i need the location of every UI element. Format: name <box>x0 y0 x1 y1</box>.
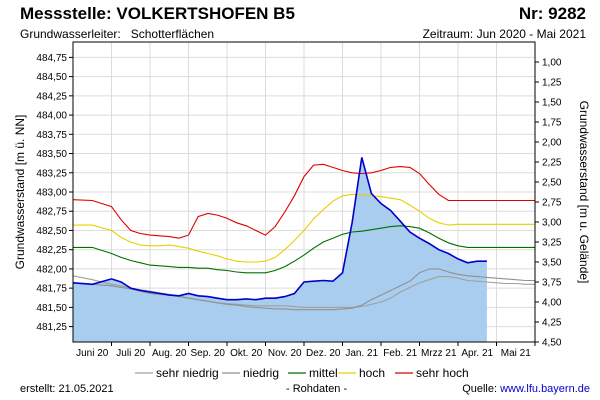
right-tick-label: 1,50 <box>542 98 562 109</box>
left-tick-label: 482,25 <box>36 245 67 256</box>
x-tick-label: Aug. 20 <box>152 348 187 359</box>
left-tick-label: 483,00 <box>36 188 67 199</box>
x-tick-label: Juli 20 <box>116 348 145 359</box>
x-tick-label: Juni 20 <box>76 348 109 359</box>
legend-label: sehr niedrig <box>156 366 219 380</box>
source-info: Quelle: www.lfu.bayern.de <box>462 383 590 395</box>
right-tick-label: 2,75 <box>542 198 562 209</box>
station-title: Messstelle: VOLKERTSHOFEN B5 <box>20 4 295 23</box>
legend-label: sehr hoch <box>416 366 469 380</box>
created-date: 21.05.2021 <box>58 383 114 395</box>
x-tick-label: Nov. 20 <box>268 348 302 359</box>
source-link[interactable]: www.lfu.bayern.de <box>500 383 590 395</box>
right-tick-label: 4,50 <box>542 338 562 349</box>
right-tick-label: 1,75 <box>542 118 562 129</box>
hoch-line <box>73 193 535 263</box>
rawdata-note: - Rohdaten - <box>286 383 348 395</box>
left-tick-label: 484,50 <box>36 72 67 83</box>
left-tick-label: 484,25 <box>36 91 67 102</box>
measured-line <box>73 157 487 301</box>
left-tick-label: 483,25 <box>36 168 67 179</box>
x-tick-label: Dez. 20 <box>306 348 341 359</box>
series-layer <box>73 157 535 342</box>
right-tick-label: 2,50 <box>542 178 562 189</box>
x-axis: Juni 20 Juli 20 Aug. 20 Sep. 20 Okt. 20 Nov. … <box>76 342 536 359</box>
created-info: erstellt: 21.05.2021 <box>20 383 114 395</box>
mittel-line <box>73 225 535 274</box>
left-tick-label: 484,75 <box>36 53 67 64</box>
x-tick-label: Sep. 20 <box>191 348 226 359</box>
left-tick-label: 484,00 <box>36 111 67 122</box>
right-tick-label: 3,50 <box>542 258 562 269</box>
period-label: Zeitraum: Jun 2020 - Mai 2021 <box>422 27 586 41</box>
x-tick-label: Feb. 21 <box>383 348 417 359</box>
left-tick-label: 482,50 <box>36 226 67 237</box>
right-tick-label: 2,25 <box>542 158 562 169</box>
left-tick-label: 482,75 <box>36 207 67 218</box>
x-tick-label: Mrzz 21 <box>421 348 457 359</box>
aquifer-label: Grundwasserleiter: <box>20 27 121 41</box>
right-tick-label: 1,25 <box>542 78 562 89</box>
left-tick-label: 481,25 <box>36 322 67 333</box>
created-label: erstellt: <box>20 383 56 395</box>
left-tick-label: 481,50 <box>36 303 67 314</box>
right-tick-label: 1,00 <box>542 58 562 69</box>
right-tick-label: 4,25 <box>542 318 562 329</box>
x-tick-label: Jan. 21 <box>345 348 378 359</box>
right-axis: 1,00 1,25 1,50 1,75 2,00 2,25 2,50 2,75 3,00 3,25… <box>535 58 562 349</box>
right-tick-label: 3,00 <box>542 218 562 229</box>
x-tick-label: Apr. 21 <box>461 348 493 359</box>
left-axis: 481,25 481,50 481,75 482,00 482,25 482,50 482,… <box>36 53 73 333</box>
left-tick-label: 483,75 <box>36 130 67 141</box>
left-tick-label: 483,50 <box>36 149 67 160</box>
right-tick-label: 3,75 <box>542 278 562 289</box>
y-axis-right-title: Grundwasserstand [m u. Gelände] <box>577 101 591 284</box>
legend-label: hoch <box>359 366 385 380</box>
left-tick-label: 482,00 <box>36 264 67 275</box>
x-tick-label: Okt. 20 <box>230 348 263 359</box>
legend-label: mittel <box>309 366 338 380</box>
source-label: Quelle: <box>462 383 498 395</box>
aquifer-value: Schotterflächen <box>130 27 215 41</box>
aquifer-info: Grundwasserleiter: Schotterflächen <box>20 27 214 41</box>
legend: sehr niedrig niedrig mittel hoch sehr hoch <box>135 366 469 380</box>
legend-label: niedrig <box>243 366 279 380</box>
y-axis-left-title: Grundwasserstand [m ü. NN] <box>13 115 27 270</box>
right-tick-label: 2,00 <box>542 138 562 149</box>
right-tick-label: 4,00 <box>542 298 562 309</box>
sehr-hoch-line <box>73 163 535 239</box>
right-tick-label: 3,25 <box>542 238 562 249</box>
x-tick-label: Mai 21 <box>501 348 531 359</box>
station-number: Nr: 9282 <box>518 4 586 23</box>
left-tick-label: 481,75 <box>36 284 67 295</box>
